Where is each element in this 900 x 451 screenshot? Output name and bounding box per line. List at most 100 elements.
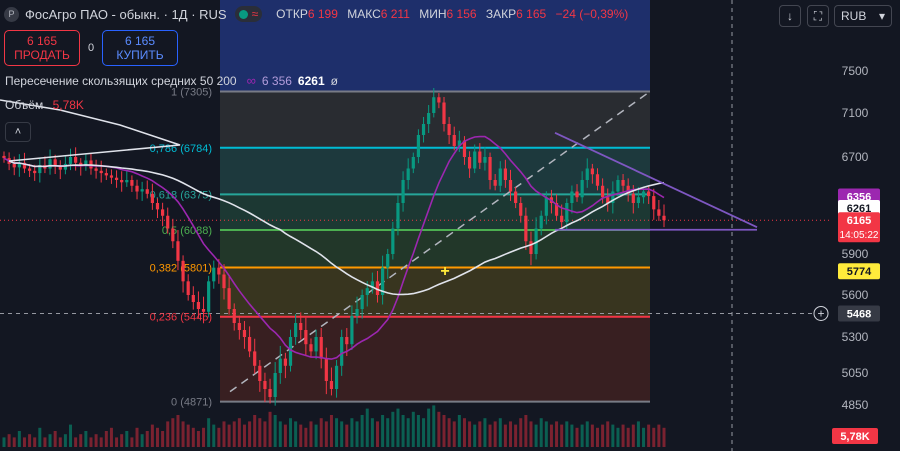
- volume-bar: [186, 424, 190, 447]
- candle-body: [391, 228, 395, 254]
- volume-bar: [509, 421, 513, 447]
- candle-body: [360, 295, 364, 309]
- volume-bar: [432, 405, 436, 447]
- candle-body: [437, 97, 441, 103]
- symbol-header: P ФосАгро ПАО - обыкн. · 1Д · RUS ≈ ОТКР…: [4, 6, 628, 22]
- candle-body: [452, 135, 456, 146]
- volume-bar: [48, 434, 52, 447]
- volume-bar: [181, 421, 185, 447]
- add-alert-plus-icon: +: [817, 306, 824, 320]
- buy-button[interactable]: 6 165 КУПИТЬ: [102, 30, 178, 66]
- price-badge: [838, 199, 880, 216]
- volume-bar: [657, 424, 661, 447]
- volume-bar: [273, 415, 277, 447]
- fib-zone: [220, 267, 650, 317]
- candle-body: [365, 288, 369, 295]
- ma-cross-legend[interactable]: Пересечение скользящих средних 50 200 ∞ …: [5, 73, 338, 88]
- trade-panel: 6 165 ПРОДАТЬ 0 6 165 КУПИТЬ: [4, 30, 178, 66]
- candle-body: [467, 157, 472, 169]
- volume-bar: [519, 418, 523, 447]
- volume-bar: [442, 415, 446, 447]
- collapse-legend-button[interactable]: ˄: [5, 122, 31, 142]
- fib-label: 0,786 (6784): [150, 143, 212, 155]
- volume-bar: [580, 424, 584, 447]
- candle-body: [155, 203, 160, 210]
- ma-cross-name: Пересечение скользящих средних 50 200: [5, 73, 237, 88]
- volume-bar: [498, 418, 502, 447]
- candle-body: [201, 309, 206, 312]
- ma-settings-icon[interactable]: ∞: [246, 73, 256, 88]
- volume-name: Объём: [5, 98, 44, 112]
- candle-body: [171, 228, 175, 242]
- volume-bar: [575, 427, 579, 447]
- volume-bar: [17, 431, 21, 447]
- volume-bar: [462, 418, 466, 447]
- volume-bar: [642, 427, 646, 447]
- open-label: ОТКР: [276, 7, 308, 21]
- candle-body: [63, 163, 67, 170]
- candle-body: [176, 241, 180, 261]
- candle-body: [554, 203, 559, 216]
- volume-bar: [370, 418, 374, 447]
- volume-bar: [135, 427, 139, 447]
- candle-body: [396, 203, 400, 229]
- volume-bar: [626, 427, 630, 447]
- candle-body: [641, 191, 646, 198]
- market-status-pill[interactable]: ≈: [234, 6, 263, 22]
- volume-bar: [166, 421, 170, 447]
- top-right-tools: ↓ ⛶: [779, 5, 829, 27]
- candle-body: [621, 180, 625, 186]
- candle-body: [304, 330, 308, 345]
- volume-bar: [524, 415, 528, 447]
- volume-bar: [539, 418, 543, 447]
- low-value: 6 156: [446, 7, 477, 21]
- volume-bar: [534, 424, 538, 447]
- volume-bar: [196, 431, 200, 447]
- candle-body: [207, 281, 211, 312]
- volume-bar: [115, 437, 119, 447]
- volume-legend[interactable]: Объём 5,78K: [5, 98, 84, 112]
- candle-body: [539, 215, 543, 229]
- change-value: −24 (−0,39%): [555, 7, 629, 21]
- currency-select[interactable]: RUB ▾: [834, 5, 892, 27]
- candle-body: [442, 102, 446, 124]
- candle-body: [334, 365, 339, 389]
- volume-bar: [171, 418, 175, 447]
- candle-body: [350, 316, 354, 345]
- candle-body: [191, 295, 195, 302]
- download-button[interactable]: ↓: [779, 5, 801, 27]
- candle-body: [601, 185, 605, 198]
- volume-bar: [79, 434, 83, 447]
- candle-body: [606, 197, 610, 203]
- candle-body: [186, 281, 190, 295]
- fib-label: 0,618 (6375): [150, 189, 212, 201]
- fullscreen-button[interactable]: ⛶: [807, 5, 829, 27]
- volume-bar: [375, 421, 379, 447]
- volume-bar: [99, 437, 103, 447]
- hide-icon[interactable]: ø: [330, 73, 338, 88]
- candle-body: [319, 337, 323, 359]
- price-badge: [838, 263, 880, 280]
- candle-body: [120, 180, 124, 183]
- volume-bar: [544, 421, 548, 447]
- volume-bar: [606, 421, 610, 447]
- volume-bar: [299, 424, 303, 447]
- candle-body: [529, 241, 533, 254]
- volume-bar: [590, 424, 594, 447]
- volume-bar: [360, 415, 364, 447]
- candle-body: [498, 168, 502, 186]
- sell-button[interactable]: 6 165 ПРОДАТЬ: [4, 30, 80, 66]
- candle-body: [109, 175, 114, 178]
- volume-bar: [514, 424, 518, 447]
- crossover-marker: +: [440, 263, 449, 280]
- candle-body: [237, 323, 241, 330]
- volume-bar: [565, 421, 569, 447]
- volume-bar: [406, 418, 410, 447]
- volume-bar: [207, 418, 211, 447]
- volume-badge-text: 5,78K: [840, 431, 869, 443]
- price-badge: [838, 305, 880, 322]
- candle-body: [114, 177, 119, 180]
- buy-label: КУПИТЬ: [116, 48, 164, 62]
- symbol-title[interactable]: ФосАгро ПАО - обыкн. · 1Д · RUS: [25, 6, 227, 22]
